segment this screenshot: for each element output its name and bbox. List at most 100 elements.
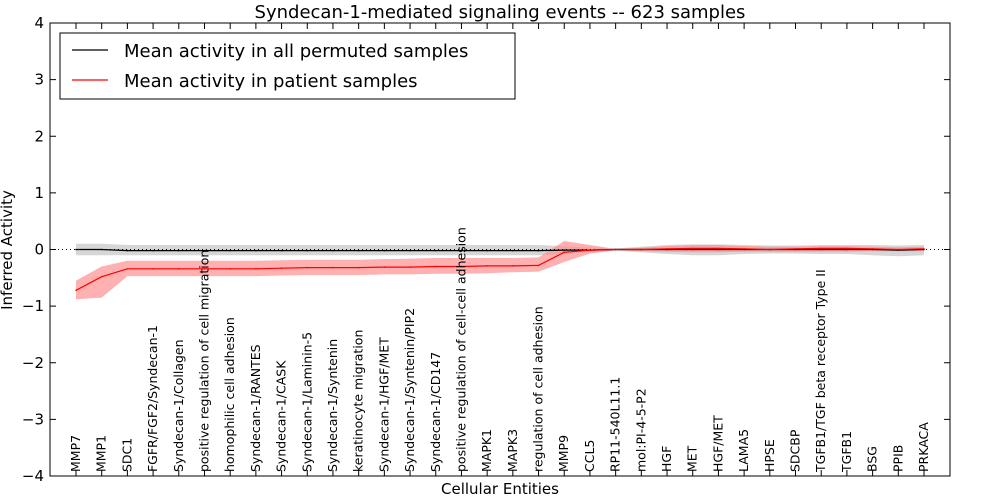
point-patient-20 <box>589 249 591 251</box>
plot-frame <box>49 22 951 477</box>
x-tick-label: Syndecan-1/HGF/MET <box>376 337 391 472</box>
y-tick-label: 2 <box>34 127 44 145</box>
point-permuted-25 <box>717 248 720 251</box>
x-tick-label: Syndecan-1/CD147 <box>428 352 443 472</box>
point-permuted-29 <box>820 248 822 251</box>
point-permuted-17 <box>512 249 514 252</box>
point-patient-5 <box>203 268 206 270</box>
point-permuted-4 <box>178 249 180 252</box>
point-patient-21 <box>614 248 617 251</box>
x-tick-label: HGF/MET <box>710 415 725 472</box>
x-tick-label: MMP7 <box>68 435 83 472</box>
point-patient-24 <box>691 247 694 250</box>
point-patient-0 <box>75 289 77 292</box>
y-tick-label: −1 <box>22 297 44 315</box>
y-tick-label: 0 <box>34 241 44 259</box>
point-patient-17 <box>512 265 514 267</box>
y-tick-label: −4 <box>22 467 44 485</box>
point-patient-7 <box>255 268 257 270</box>
x-tick-label: MAPK3 <box>505 429 520 472</box>
series-lines <box>50 247 950 292</box>
point-patient-3 <box>152 268 154 270</box>
x-tick-label: MET <box>685 445 700 472</box>
point-permuted-6 <box>229 249 231 252</box>
point-patient-9 <box>306 266 309 269</box>
point-patient-33 <box>923 248 925 250</box>
point-permuted-3 <box>152 249 154 252</box>
x-tick-label: positive regulation of cell-cell adhesio… <box>453 227 468 472</box>
point-patient-4 <box>178 268 180 270</box>
point-patient-11 <box>357 266 360 269</box>
x-tick-label: MMP9 <box>556 435 571 472</box>
point-permuted-0 <box>75 248 77 251</box>
point-permuted-11 <box>357 249 360 252</box>
point-patient-23 <box>666 248 668 250</box>
point-patient-30 <box>846 247 848 250</box>
series-line-patient <box>75 247 925 291</box>
x-tick-label: SDC1 <box>119 438 134 472</box>
legend-label-patient: Mean activity in patient samples <box>124 71 418 92</box>
x-tick-label: mol:PI-4-5-P2 <box>633 388 648 472</box>
x-tick-label: BSG <box>865 446 880 472</box>
point-patient-12 <box>383 266 386 268</box>
x-tick-label: regulation of cell adhesion <box>531 306 546 472</box>
point-permuted-9 <box>306 249 309 252</box>
point-permuted-7 <box>255 249 257 252</box>
legend: Mean activity in all permuted samples Me… <box>59 32 516 100</box>
y-tick-label: −3 <box>22 410 44 428</box>
x-tick-label: PPIB <box>890 445 905 472</box>
point-patient-26 <box>743 248 745 250</box>
point-patient-6 <box>229 268 231 270</box>
point-patient-16 <box>486 265 489 267</box>
point-permuted-15 <box>460 249 463 252</box>
x-tick-label: positive regulation of cell migration <box>196 250 211 472</box>
chart-title: Syndecan-1-mediated signaling events -- … <box>255 2 746 23</box>
point-patient-13 <box>409 266 411 268</box>
point-patient-14 <box>435 265 437 268</box>
point-permuted-5 <box>203 249 206 252</box>
point-patient-28 <box>794 248 797 250</box>
x-tick-label: RP11-540L11.1 <box>608 377 623 472</box>
point-patient-18 <box>537 264 540 267</box>
point-patient-1 <box>100 275 103 278</box>
y-tick-label: 3 <box>34 71 44 89</box>
x-tick-label: HPSE <box>762 439 777 472</box>
y-axis-label: Inferred Activity <box>0 190 16 310</box>
point-patient-22 <box>640 248 643 251</box>
x-tick-label: TGFB1 <box>839 431 854 473</box>
point-patient-2 <box>126 268 129 270</box>
point-permuted-13 <box>409 249 411 252</box>
x-tick-label: PRKACA <box>916 422 931 472</box>
point-permuted-19 <box>563 249 565 251</box>
x-tick-label: HGF <box>659 446 674 472</box>
x-tick-label: homophilic cell adhesion <box>222 317 237 472</box>
y-tick-label: 4 <box>34 14 44 32</box>
axis-ticks: −4 −3 −2 −1 0 1 2 3 4 <box>22 14 950 485</box>
legend-box <box>59 32 516 100</box>
y-tick-label: 1 <box>34 184 44 202</box>
point-permuted-2 <box>126 249 129 252</box>
x-tick-label: keratinocyte migration <box>351 330 366 472</box>
point-permuted-10 <box>332 249 334 252</box>
x-axis-label: Cellular Entities <box>441 480 559 498</box>
x-tick-label: LAMA5 <box>736 429 751 472</box>
point-permuted-14 <box>435 249 437 252</box>
band-patient <box>76 241 924 300</box>
x-tick-label: SDCBP <box>788 429 803 472</box>
point-patient-10 <box>332 266 334 269</box>
point-permuted-1 <box>100 248 103 251</box>
x-tick-label: MMP1 <box>94 435 109 472</box>
x-tick-label: Syndecan-1/Collagen <box>171 339 186 472</box>
x-tick-labels: MMP7 MMP1 SDC1 FGFR/FGF2/Syndecan-1 Syndecan… <box>68 227 931 473</box>
x-tick-label: MAPK1 <box>479 429 494 472</box>
point-patient-8 <box>280 267 283 270</box>
point-patient-27 <box>769 248 771 251</box>
x-tick-label: Syndecan-1/CASK <box>274 360 289 472</box>
point-permuted-24 <box>691 248 694 251</box>
point-permuted-12 <box>383 249 386 252</box>
x-tick-label: CCL5 <box>582 440 597 472</box>
x-tick-label: Syndecan-1/Laminin-5 <box>299 332 314 472</box>
point-permuted-18 <box>537 249 540 252</box>
point-patient-25 <box>717 247 720 250</box>
